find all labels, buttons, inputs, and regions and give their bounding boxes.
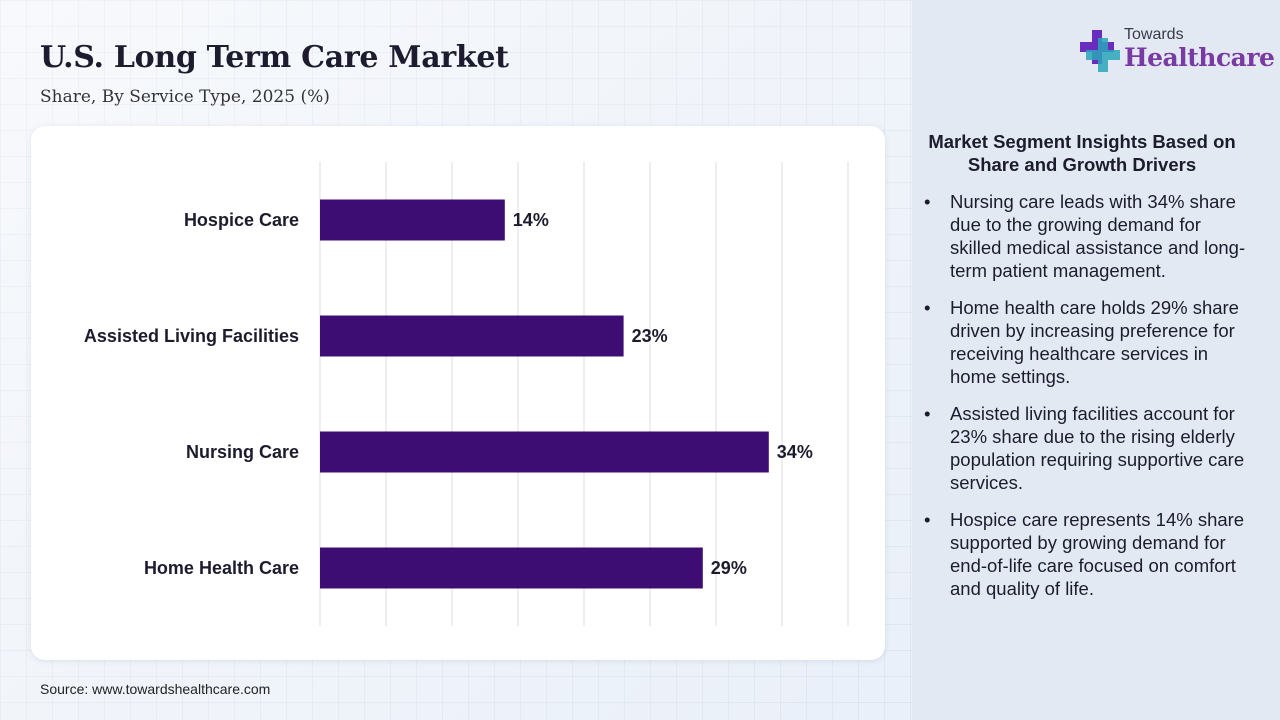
- insight-text: Assisted living facilities account for 2…: [950, 403, 1245, 493]
- bar-chart: Hospice Care 14% Assisted Living Facilitie…: [84, 162, 849, 626]
- value-label: 23%: [632, 326, 668, 346]
- medical-cross-icon: [1080, 30, 1120, 72]
- category-label: Nursing Care: [186, 442, 299, 462]
- chart-card: Hospice Care 14% Assisted Living Facilitie…: [31, 126, 885, 660]
- bar: [320, 315, 624, 357]
- category-label: Home Health Care: [144, 558, 299, 578]
- insights-list: • Nursing care leads with 34% share due t…: [922, 190, 1252, 614]
- value-label: 29%: [711, 558, 747, 578]
- insight-item: • Hospice care represents 14% share suppo…: [922, 508, 1252, 600]
- page-title: U.S. Long Term Care Market: [40, 40, 509, 75]
- insight-text: Hospice care represents 14% share suppor…: [950, 509, 1245, 599]
- brand-name-top: Towards: [1124, 26, 1184, 43]
- insights-heading: Market Segment Insights Based on Share a…: [928, 131, 1236, 175]
- bar: [320, 431, 769, 473]
- insight-text: Home health care holds 29% share driven …: [950, 297, 1239, 387]
- insight-item: • Home health care holds 29% share driven…: [922, 296, 1252, 388]
- category-label: Hospice Care: [184, 210, 299, 230]
- bar: [320, 199, 505, 241]
- bullet-icon: •: [924, 509, 931, 530]
- source-note: Source: www.towardshealthcare.com: [40, 681, 271, 697]
- category-label: Assisted Living Facilities: [84, 326, 299, 346]
- value-label: 34%: [777, 442, 813, 462]
- bullet-icon: •: [924, 403, 931, 424]
- insight-item: • Assisted living facilities account for …: [922, 402, 1252, 494]
- brand-name-bottom: Healthcare: [1124, 43, 1275, 72]
- bullet-icon: •: [924, 191, 931, 212]
- insight-text: Nursing care leads with 34% share due to…: [950, 191, 1246, 281]
- bar: [320, 547, 703, 589]
- insights-panel: [912, 0, 1280, 720]
- bullet-icon: •: [924, 297, 931, 318]
- insight-item: • Nursing care leads with 34% share due t…: [922, 190, 1252, 282]
- page-subtitle: Share, By Service Type, 2025 (%): [40, 87, 330, 107]
- brand-logo: Towards Healthcare: [1080, 26, 1275, 78]
- value-label: 14%: [513, 210, 549, 230]
